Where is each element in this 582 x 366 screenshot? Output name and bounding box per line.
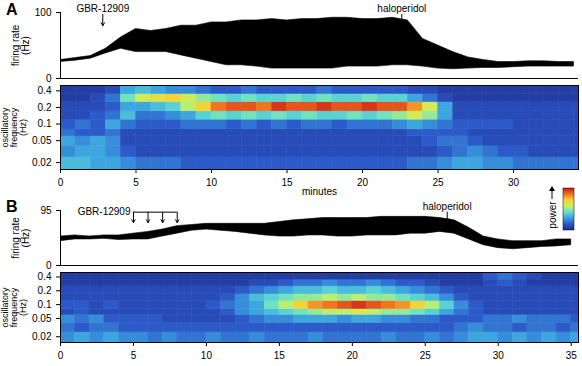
svg-text:0: 0 [46,260,52,271]
svg-text:35: 35 [566,350,578,361]
svg-text:10: 10 [206,177,218,188]
svg-text:20: 20 [357,177,369,188]
svg-text:firing rate(Hz): firing rate(Hz) [10,217,31,259]
html-text:A: A [6,1,18,18]
svg-text:firing rate(Hz): firing rate(Hz) [10,24,31,66]
svg-text:0: 0 [58,177,64,188]
svg-text:0.05: 0.05 [32,313,52,324]
svg-text:0.1: 0.1 [38,299,52,310]
svg-text:100: 100 [35,7,52,18]
svg-text:25: 25 [432,177,444,188]
svg-text:haloperidol: haloperidol [377,3,426,14]
svg-text:GBR-12909: GBR-12909 [76,3,129,14]
svg-text:0.02: 0.02 [32,157,52,168]
svg-text:minutes: minutes [302,186,337,197]
svg-text:haloperidol: haloperidol [423,201,472,212]
svg-text:0.2: 0.2 [38,285,52,296]
html-text:B: B [6,198,18,215]
svg-text:0.4: 0.4 [38,271,52,282]
svg-text:25: 25 [420,350,432,361]
svg-text:95: 95 [40,205,52,216]
svg-text:30: 30 [508,177,520,188]
svg-text:0.4: 0.4 [38,85,52,96]
svg-text:0: 0 [58,350,64,361]
svg-text:15: 15 [274,350,286,361]
svg-text:0.2: 0.2 [38,102,52,113]
svg-text:30: 30 [493,350,505,361]
svg-text:5: 5 [131,350,137,361]
svg-text:oscillatoryfrequency(Hz): oscillatoryfrequency(Hz) [0,107,28,148]
svg-text:10: 10 [201,350,213,361]
svg-text:0.05: 0.05 [32,135,52,146]
svg-text:15: 15 [281,177,293,188]
svg-text:GBR-12909: GBR-12909 [78,206,131,217]
svg-text:20: 20 [347,350,359,361]
svg-text:power: power [547,201,558,229]
svg-text:0.1: 0.1 [38,118,52,129]
svg-text:0.02: 0.02 [32,331,52,342]
svg-text:5: 5 [133,177,139,188]
svg-text:oscillatoryfrequency(Hz): oscillatoryfrequency(Hz) [0,287,28,328]
svg-text:0: 0 [46,73,52,84]
